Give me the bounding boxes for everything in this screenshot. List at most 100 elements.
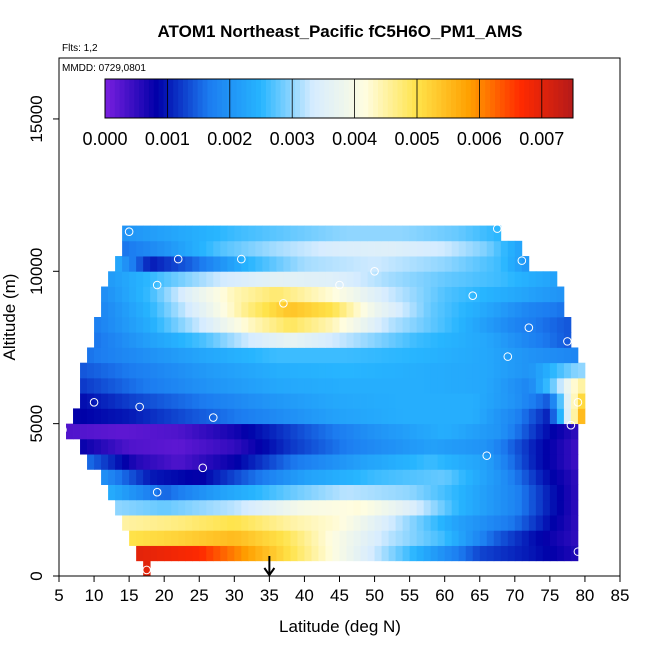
heatmap-cell <box>206 515 214 531</box>
heatmap-cell <box>493 347 502 364</box>
heatmap-cell <box>437 256 446 272</box>
heatmap-cell <box>318 484 326 501</box>
heatmap-cell <box>108 271 116 287</box>
heatmap-cell <box>570 454 579 470</box>
heatmap-cell <box>360 484 368 501</box>
heatmap-cell <box>332 347 340 364</box>
heatmap-cell <box>507 377 516 394</box>
heatmap-cell <box>542 271 551 287</box>
heatmap-cell <box>73 408 81 425</box>
colorbar-segment <box>105 79 111 118</box>
heatmap-cell <box>430 377 439 394</box>
colorbar-segment <box>407 79 413 118</box>
heatmap-cell <box>402 347 411 364</box>
heatmap-cell <box>374 256 382 272</box>
heatmap-cell <box>115 408 123 425</box>
heatmap-cell <box>437 286 446 303</box>
heatmap-cell <box>311 515 319 531</box>
heatmap-cell <box>122 286 130 303</box>
heatmap-cell <box>556 377 565 394</box>
heatmap-cell <box>563 515 572 531</box>
heatmap-cell <box>339 271 347 287</box>
heatmap-cell <box>346 484 354 501</box>
heatmap-cell <box>164 377 172 394</box>
heatmap-cell <box>542 515 551 531</box>
heatmap-cell <box>381 256 389 272</box>
heatmap-cell <box>479 286 488 303</box>
heatmap-cell <box>80 393 88 409</box>
heatmap-cell <box>318 408 326 425</box>
heatmap-cell <box>206 240 214 257</box>
heatmap-cell <box>220 362 228 379</box>
colorbar-segment <box>417 79 423 118</box>
heatmap-cell <box>332 317 340 333</box>
colorbar-tick-label: 0.007 <box>519 129 564 149</box>
heatmap-cell <box>416 454 425 470</box>
heatmap-cell <box>360 317 368 333</box>
heatmap-cell <box>458 317 467 333</box>
heatmap-cell <box>290 545 298 562</box>
heatmap-cell <box>185 240 193 257</box>
heatmap-cell <box>332 515 340 531</box>
colorbar-segment <box>241 79 247 118</box>
heatmap-cell <box>297 271 305 287</box>
heatmap-cell <box>157 362 165 379</box>
heatmap-cell <box>353 515 361 531</box>
heatmap-cell <box>409 286 418 303</box>
colorbar-segment <box>446 79 452 118</box>
heatmap-cell <box>514 438 523 455</box>
heatmap-cell <box>150 393 158 409</box>
y-axis-label: Altitude (m) <box>0 274 19 361</box>
heatmap-cell <box>164 240 172 257</box>
heatmap-cell <box>395 530 404 546</box>
heatmap-cell <box>360 438 368 455</box>
heatmap-cell <box>465 515 474 531</box>
heatmap-cell <box>535 377 544 394</box>
heatmap-cell <box>192 484 200 501</box>
heatmap-cell <box>507 423 516 440</box>
heatmap-cell <box>360 499 368 516</box>
heatmap-cell <box>227 240 235 257</box>
heatmap-cell <box>437 393 446 409</box>
heatmap-cell <box>227 438 235 455</box>
heatmap-cell <box>388 423 396 440</box>
heatmap-cell <box>220 484 228 501</box>
heatmap-cell <box>556 317 565 333</box>
heatmap-cell <box>444 515 453 531</box>
heatmap-cell <box>514 362 523 379</box>
colorbar-segment <box>378 79 384 118</box>
heatmap-cell <box>304 484 312 501</box>
heatmap-cell <box>220 347 228 364</box>
heatmap-cell <box>178 545 186 562</box>
heatmap-cell <box>507 362 516 379</box>
heatmap-cell <box>143 271 151 287</box>
heatmap-cell <box>136 256 144 272</box>
heatmap-cell <box>129 286 137 303</box>
heatmap-cell <box>150 286 158 303</box>
heatmap-cell <box>409 377 418 394</box>
heatmap-cell <box>318 286 326 303</box>
heatmap-cell <box>451 362 460 379</box>
heatmap-cell <box>276 362 284 379</box>
heatmap-cell <box>283 347 291 364</box>
heatmap-cell <box>549 515 558 531</box>
heatmap-cell <box>206 423 214 440</box>
heatmap-cell <box>164 256 172 272</box>
heatmap-cell <box>465 545 474 562</box>
heatmap-cell <box>283 469 291 485</box>
heatmap-cell <box>297 393 305 409</box>
heatmap-cell <box>374 286 382 303</box>
heatmap-cell <box>346 271 354 287</box>
heatmap-cell <box>360 469 368 485</box>
heatmap-cell <box>430 240 439 257</box>
heatmap-cell <box>122 317 130 333</box>
heatmap-cell <box>542 469 551 485</box>
heatmap-cell <box>486 286 495 303</box>
heatmap-cell <box>220 332 228 348</box>
heatmap-cell <box>255 317 263 333</box>
heatmap-cell <box>465 347 474 364</box>
heatmap-cell <box>283 317 291 333</box>
heatmap-cell <box>437 530 446 546</box>
heatmap-cell <box>283 454 291 470</box>
x-tick-label: 55 <box>400 586 419 605</box>
